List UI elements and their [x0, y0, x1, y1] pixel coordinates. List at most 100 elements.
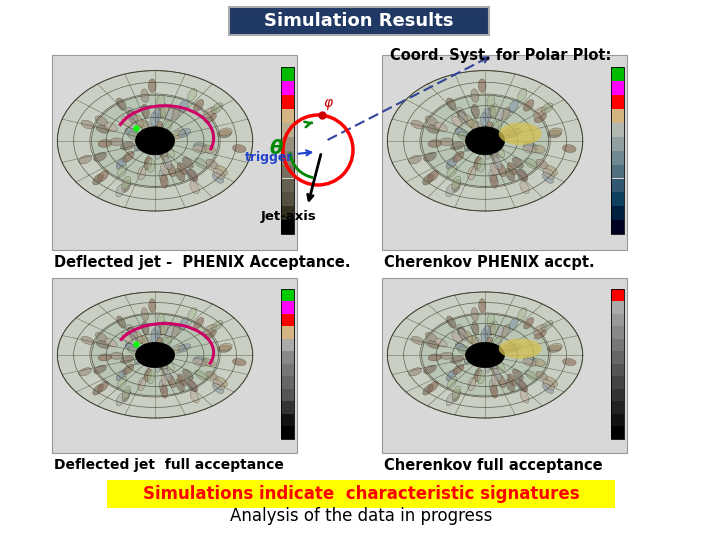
Ellipse shape: [141, 336, 149, 349]
Ellipse shape: [134, 140, 147, 149]
Ellipse shape: [134, 354, 147, 362]
Ellipse shape: [458, 347, 471, 355]
Ellipse shape: [134, 114, 143, 127]
Ellipse shape: [489, 169, 497, 183]
Ellipse shape: [171, 325, 180, 337]
Ellipse shape: [446, 98, 456, 110]
Ellipse shape: [78, 368, 91, 376]
Ellipse shape: [120, 141, 134, 150]
Bar: [281, 80, 294, 94]
Ellipse shape: [161, 162, 169, 176]
Bar: [281, 151, 294, 165]
Ellipse shape: [485, 122, 493, 135]
Ellipse shape: [219, 343, 232, 350]
Ellipse shape: [446, 393, 454, 406]
Ellipse shape: [523, 99, 534, 111]
Ellipse shape: [158, 104, 166, 118]
Bar: [107, 480, 615, 508]
Ellipse shape: [149, 299, 156, 312]
Ellipse shape: [458, 132, 471, 140]
Ellipse shape: [425, 116, 438, 125]
Ellipse shape: [508, 129, 521, 137]
Ellipse shape: [464, 355, 477, 364]
Ellipse shape: [411, 336, 424, 345]
Ellipse shape: [542, 172, 554, 183]
Ellipse shape: [534, 113, 546, 123]
Ellipse shape: [451, 141, 464, 150]
Bar: [281, 326, 294, 339]
Bar: [281, 94, 294, 109]
Ellipse shape: [127, 324, 135, 336]
Bar: [281, 351, 294, 364]
Ellipse shape: [161, 104, 168, 117]
Ellipse shape: [91, 95, 219, 186]
Ellipse shape: [523, 356, 537, 364]
Ellipse shape: [204, 329, 217, 339]
Ellipse shape: [428, 381, 438, 392]
Ellipse shape: [493, 336, 502, 348]
Ellipse shape: [532, 145, 545, 153]
Ellipse shape: [144, 157, 152, 170]
Bar: [611, 401, 624, 414]
Ellipse shape: [446, 184, 455, 197]
Ellipse shape: [490, 361, 498, 374]
Ellipse shape: [488, 322, 495, 335]
Ellipse shape: [477, 370, 485, 384]
Ellipse shape: [428, 171, 438, 181]
Ellipse shape: [488, 143, 498, 156]
Ellipse shape: [455, 343, 467, 352]
Bar: [611, 206, 624, 220]
Ellipse shape: [471, 336, 480, 349]
Ellipse shape: [499, 339, 541, 359]
Ellipse shape: [562, 145, 576, 153]
Ellipse shape: [423, 365, 436, 374]
Ellipse shape: [219, 128, 232, 136]
Ellipse shape: [517, 380, 526, 392]
Ellipse shape: [177, 374, 186, 386]
Text: Jet-axis: Jet-axis: [261, 210, 316, 223]
Ellipse shape: [507, 163, 517, 175]
Ellipse shape: [452, 389, 460, 402]
Ellipse shape: [161, 174, 168, 188]
Ellipse shape: [58, 71, 253, 211]
Ellipse shape: [491, 162, 499, 176]
Bar: [611, 137, 624, 151]
Ellipse shape: [176, 379, 184, 392]
Ellipse shape: [153, 108, 161, 122]
Ellipse shape: [110, 353, 124, 359]
Ellipse shape: [516, 169, 526, 181]
Ellipse shape: [549, 343, 562, 350]
Ellipse shape: [116, 370, 127, 381]
Ellipse shape: [513, 157, 523, 168]
Ellipse shape: [434, 123, 447, 132]
Ellipse shape: [472, 308, 478, 321]
Ellipse shape: [127, 132, 141, 140]
Ellipse shape: [451, 116, 463, 127]
Ellipse shape: [176, 168, 185, 181]
Ellipse shape: [123, 364, 134, 375]
Ellipse shape: [534, 329, 546, 339]
Ellipse shape: [536, 159, 548, 169]
Text: Deflected jet -  PHENIX Acceptance.: Deflected jet - PHENIX Acceptance.: [54, 255, 351, 270]
Ellipse shape: [535, 107, 547, 117]
Ellipse shape: [495, 109, 504, 122]
Bar: [281, 427, 294, 439]
Bar: [611, 389, 624, 401]
Ellipse shape: [142, 322, 149, 335]
Ellipse shape: [156, 337, 163, 350]
Ellipse shape: [95, 332, 107, 341]
Ellipse shape: [523, 143, 537, 151]
Ellipse shape: [423, 174, 433, 185]
Ellipse shape: [532, 359, 545, 366]
Ellipse shape: [160, 361, 168, 374]
Bar: [281, 389, 294, 401]
Ellipse shape: [163, 336, 172, 348]
Ellipse shape: [161, 373, 168, 387]
Ellipse shape: [98, 381, 109, 392]
Bar: [611, 179, 624, 192]
Ellipse shape: [421, 95, 549, 186]
Ellipse shape: [543, 380, 554, 390]
Ellipse shape: [452, 332, 462, 343]
Ellipse shape: [145, 368, 152, 382]
Ellipse shape: [91, 314, 219, 396]
